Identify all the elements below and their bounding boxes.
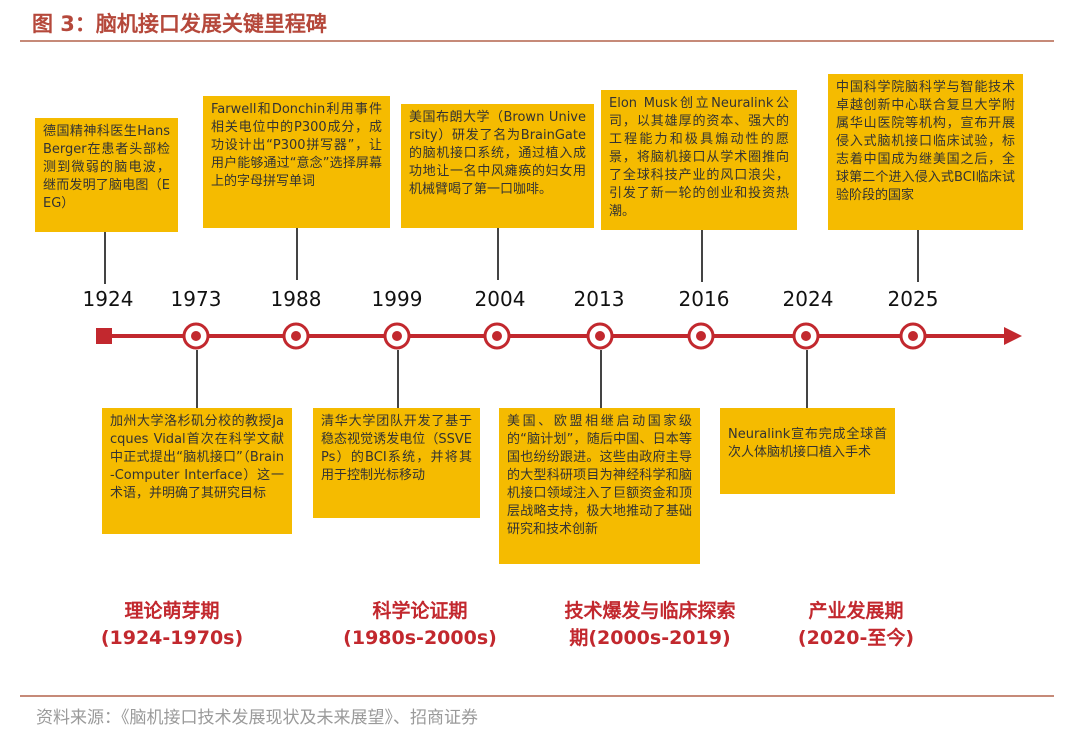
bottom-rule: [20, 695, 1054, 697]
milestone-box-1999: 清华大学团队开发了基于稳态视觉诱发电位（SSVEPs）的BCI系统，并将其用于控…: [313, 408, 480, 518]
phase-period: 期(2000s-2019): [569, 627, 731, 649]
connector-1924: [104, 232, 106, 284]
marker-2013: [586, 322, 614, 350]
year-2004: 2004: [474, 287, 526, 311]
phase-scientific: 科学论证期 (1980s-2000s): [343, 598, 497, 652]
phase-period: (1924-1970s): [100, 627, 244, 649]
marker-1988: [282, 322, 310, 350]
year-2025: 2025: [887, 287, 939, 311]
year-1988: 1988: [270, 287, 322, 311]
source-note: 资料来源：《脑机接口技术发展现状及未来展望》、招商证券: [36, 708, 478, 728]
connector-1999: [397, 350, 399, 408]
year-1999: 1999: [371, 287, 423, 311]
phase-industry: 产业发展期 (2020-至今): [798, 598, 914, 652]
connector-1988: [296, 228, 298, 280]
phase-period: (1980s-2000s): [343, 627, 497, 649]
phase-theory: 理论萌芽期 (1924-1970s): [101, 598, 243, 652]
marker-2025: [899, 322, 927, 350]
milestone-box-1973: 加州大学洛杉矶分校的教授Jacques Vidal首次在科学文献中正式提出“脑机…: [102, 408, 292, 534]
phase-name: 产业发展期: [808, 600, 904, 622]
marker-1999: [383, 322, 411, 350]
phase-name: 理论萌芽期: [124, 600, 220, 622]
year-1973: 1973: [170, 287, 222, 311]
milestone-box-1988: Farwell和Donchin利用事件相关电位中的P300成分，成功设计出“P3…: [203, 96, 390, 228]
connector-1973: [196, 350, 198, 408]
marker-1973: [182, 322, 210, 350]
year-1924: 1924: [82, 287, 134, 311]
milestone-box-2016: Elon Musk创立Neuralink公司，以其雄厚的资本、强大的工程能力和极…: [601, 90, 797, 230]
top-rule: [20, 40, 1054, 42]
phase-period: (2020-至今): [797, 627, 915, 649]
milestone-box-2004: 美国布朗大学（Brown University）研发了名为BrainGate的脑…: [401, 104, 594, 228]
phase-name: 技术爆发与临床探索: [564, 600, 736, 622]
marker-2004: [483, 322, 511, 350]
axis-start-marker: [96, 328, 112, 344]
axis-arrowhead: [1004, 327, 1022, 345]
connector-2013: [600, 350, 602, 408]
marker-2016: [687, 322, 715, 350]
year-2016: 2016: [678, 287, 730, 311]
milestone-box-2025: 中国科学院脑科学与智能技术卓越创新中心联合复旦大学附属华山医院等机构，宣布开展侵…: [828, 74, 1023, 230]
connector-2004: [497, 228, 499, 280]
phase-name: 科学论证期: [372, 600, 468, 622]
figure-title: 图 3：脑机接口发展关键里程碑: [32, 12, 327, 36]
milestone-box-1924: 德国精神科医生Hans Berger在患者头部检测到微弱的脑电波，继而发明了脑电…: [35, 118, 178, 232]
connector-2016: [701, 230, 703, 282]
marker-2024: [792, 322, 820, 350]
milestone-box-2013: 美国、欧盟相继启动国家级的“脑计划”，随后中国、日本等国也纷纷跟进。这些由政府主…: [499, 408, 700, 564]
milestone-box-2024: Neuralink宣布完成全球首次人体脑机接口植入手术: [720, 408, 895, 494]
connector-2024: [806, 350, 808, 408]
year-2013: 2013: [573, 287, 625, 311]
year-2024: 2024: [782, 287, 834, 311]
connector-2025: [917, 230, 919, 282]
phase-tech-clinical: 技术爆发与临床探索 期(2000s-2019): [564, 598, 735, 652]
